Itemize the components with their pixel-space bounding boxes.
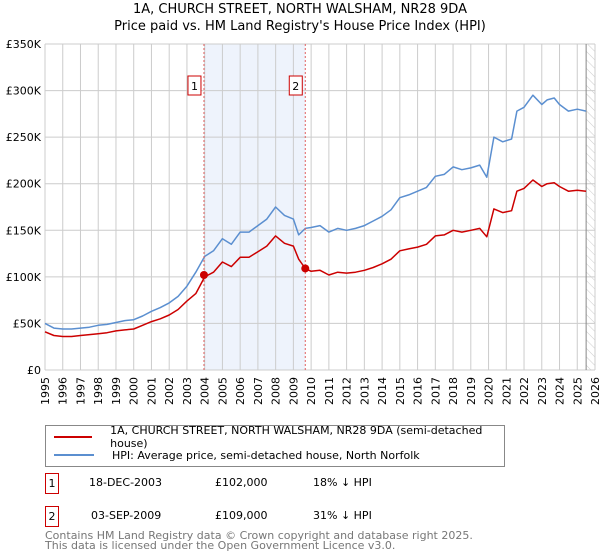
y-tick-label: £0 <box>27 364 41 377</box>
x-tick-label: 2011 <box>323 377 336 405</box>
y-tick-label: £250K <box>6 131 42 144</box>
x-tick-label: 2006 <box>234 377 247 405</box>
chart-subtitle: Price paid vs. HM Land Registry's House … <box>114 19 486 34</box>
sale-label: 1 <box>191 80 198 93</box>
y-tick-label: £200K <box>6 178 42 191</box>
ownership-period-shade <box>203 44 306 370</box>
x-tick-label: 2012 <box>341 377 354 405</box>
hpi-line <box>44 94 587 330</box>
legend-swatch-blue <box>54 454 94 456</box>
x-tick-label: 2014 <box>376 377 389 405</box>
property-price-line <box>44 179 587 338</box>
x-tick-label: 2023 <box>536 377 549 405</box>
sale-badge: 1 <box>45 473 59 494</box>
sale-hpi-diff: 31% ↓ HPI <box>313 509 372 522</box>
x-tick-label: 2017 <box>429 377 442 405</box>
x-tick-label: 2020 <box>483 377 496 405</box>
forecast-hatch <box>586 44 595 370</box>
x-tick-label: 2019 <box>465 377 478 405</box>
x-tick-label: 2004 <box>199 377 212 405</box>
y-tick-label: £300K <box>6 85 42 98</box>
price-chart: 1 2 1995 1996 1997 1998 1999 2000 2001 2002 2003 2… <box>6 38 600 405</box>
legend-label: HPI: Average price, semi-detached house,… <box>112 448 420 462</box>
sale-date: 18-DEC-2003 <box>89 476 163 489</box>
y-tick-label: £150K <box>6 224 42 237</box>
x-tick-label: 2001 <box>145 377 158 405</box>
x-tick-label: 2024 <box>554 377 567 405</box>
sale-hpi-diff: 18% ↓ HPI <box>313 476 372 489</box>
y-tick-label: £350K <box>6 38 42 51</box>
sale-date: 03-SEP-2009 <box>91 509 162 522</box>
chart-title: 1A, CHURCH STREET, NORTH WALSHAM, NR28 9… <box>133 2 467 17</box>
sale-label: 2 <box>292 80 299 93</box>
x-tick-label: 2013 <box>358 377 371 405</box>
x-tick-label: 2018 <box>447 377 460 405</box>
footer-line-2: This data is licensed under the Open Gov… <box>45 539 396 552</box>
x-tick-label: 1998 <box>92 377 105 405</box>
x-tick-label: 2009 <box>287 377 300 405</box>
sale-label-box <box>187 75 202 96</box>
x-tick-label: 1995 <box>39 377 52 405</box>
footer-line-1: Contains HM Land Registry data © Crown c… <box>45 529 473 542</box>
legend: 1A, CHURCH STREET, NORTH WALSHAM, NR28 9… <box>45 424 505 467</box>
x-tick-label: 2002 <box>163 377 176 405</box>
sale-point <box>301 264 310 273</box>
x-tick-label: 1997 <box>74 377 87 405</box>
x-tick-label: 1996 <box>57 377 70 405</box>
y-tick-label: £50K <box>13 317 42 330</box>
sale-label-box <box>288 75 303 96</box>
x-tick-label: 2005 <box>216 377 229 405</box>
sale-price: £102,000 <box>215 476 268 489</box>
x-tick-label: 2007 <box>252 377 265 405</box>
x-tick-label: 2010 <box>305 377 318 405</box>
x-tick-label: 2016 <box>412 377 425 405</box>
legend-item-property: 1A, CHURCH STREET, NORTH WALSHAM, NR28 9… <box>54 424 504 450</box>
sale-badge: 2 <box>45 506 59 527</box>
legend-label: 1A, CHURCH STREET, NORTH WALSHAM, NR28 9… <box>110 424 483 450</box>
sale-price: £109,000 <box>215 509 268 522</box>
y-tick-label: £100K <box>6 271 42 284</box>
footer: Contains HM Land Registry data © Crown c… <box>45 529 473 552</box>
sale-point <box>199 270 208 279</box>
x-tick-label: 2026 <box>589 377 600 405</box>
x-tick-label: 2022 <box>518 377 531 405</box>
x-tick-label: 2025 <box>571 377 584 405</box>
x-tick-label: 2008 <box>270 377 283 405</box>
legend-item-hpi: HPI: Average price, semi-detached house,… <box>54 447 420 463</box>
x-tick-label: 1999 <box>110 377 123 405</box>
x-tick-label: 2021 <box>500 377 513 405</box>
x-tick-label: 2015 <box>394 377 407 405</box>
x-tick-label: 2000 <box>128 377 141 405</box>
x-tick-label: 2003 <box>181 377 194 405</box>
legend-swatch-red <box>54 436 93 438</box>
